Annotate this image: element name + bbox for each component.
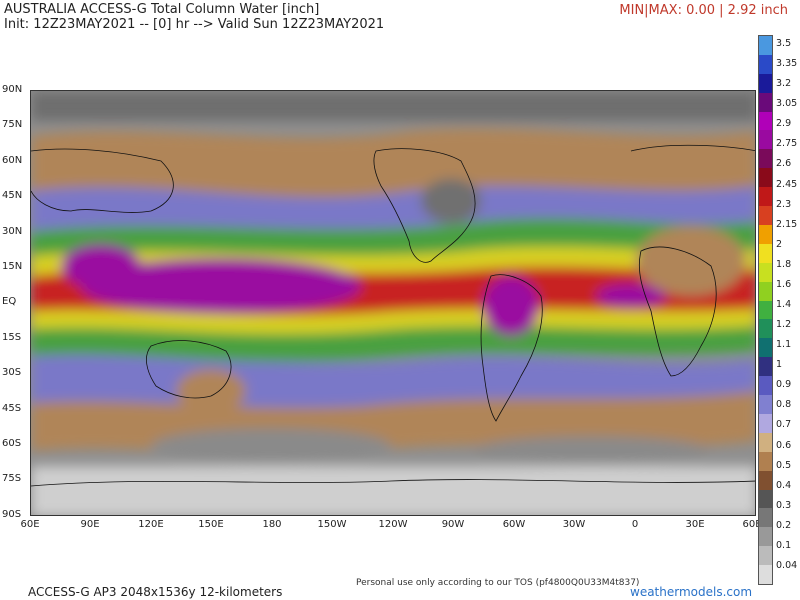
color-scale-segment [759, 413, 772, 434]
lon-label: 60W [502, 519, 526, 530]
tos-notice: Personal use only according to our TOS (… [356, 578, 640, 588]
lat-label: 60S [2, 438, 22, 449]
color-scale-segment [759, 92, 772, 113]
color-scale-segment [759, 300, 772, 320]
color-scale-segment [759, 546, 772, 566]
lon-label: 180 [262, 519, 282, 530]
color-scale-tick-label: 0.6 [776, 439, 792, 451]
lat-label: 15N [2, 261, 23, 272]
color-scale-tick-label: 1.2 [776, 319, 792, 331]
lat-label: 30N [2, 226, 23, 237]
color-scale-segment [759, 338, 772, 358]
color-scale-tick-label: 2.3 [776, 198, 792, 210]
color-scale-segment [759, 376, 772, 396]
color-scale-tick-label: 0.04 [776, 560, 798, 571]
site-link[interactable]: weathermodels.com [630, 585, 753, 599]
color-scale-tick-label: 2.45 [776, 178, 798, 190]
lon-label: 90W [441, 519, 465, 530]
color-scale-tick-label: 1.4 [776, 299, 792, 310]
color-scale-segment [759, 527, 772, 547]
lon-label: 30E [685, 519, 705, 530]
color-scale-tick-label: 1.8 [776, 258, 792, 270]
color-scale-segment [759, 432, 772, 453]
south-america-outline [480, 274, 543, 422]
lat-label: 45S [2, 403, 22, 414]
color-scale-segment [759, 508, 772, 528]
color-scale-tick-label: 2.9 [776, 118, 792, 130]
color-scale-segment [759, 357, 772, 377]
lon-label: 150E [198, 519, 224, 530]
lon-label: 30W [562, 519, 586, 530]
color-scale-tick-label: 0.2 [776, 519, 792, 531]
color-scale-segment [759, 224, 772, 245]
map-panel [30, 90, 756, 516]
lon-label: 60E [742, 519, 762, 530]
color-scale-tick-label: 3.5 [776, 38, 792, 49]
lat-label: 90N [2, 84, 23, 95]
color-scale-tick-label: 0.1 [776, 539, 792, 551]
color-scale-tick-label: 2.6 [776, 158, 792, 170]
continent-outlines [31, 144, 755, 487]
moisture-field [31, 91, 755, 515]
color-scale-segment [759, 451, 772, 472]
color-scale-segment [759, 73, 772, 94]
color-scale-tick-label: 1.1 [776, 339, 792, 351]
total-column-water-map [31, 91, 755, 515]
lon-label: 120E [138, 519, 164, 530]
lat-label: 60N [2, 155, 23, 166]
chart-title: AUSTRALIA ACCESS-G Total Column Water [i… [4, 2, 320, 17]
north-america-outline [373, 148, 476, 263]
color-scale-segment [759, 243, 772, 264]
lat-label: 75S [2, 473, 22, 484]
lat-label: 75N [2, 119, 23, 130]
lon-label: 90E [80, 519, 100, 530]
color-scale-segment [759, 489, 772, 509]
color-scale-tick-label: 3.2 [776, 78, 792, 90]
antarctica-outline [31, 479, 755, 487]
color-scale-tick-label: 3.35 [776, 58, 798, 70]
color-scale-tick-label: 2.15 [776, 218, 798, 230]
init-valid-line: Init: 12Z23MAY2021 -- [0] hr --> Valid S… [4, 17, 385, 32]
color-scale-segment [759, 395, 772, 415]
eurasia-outline [31, 144, 755, 213]
color-scale-tick-label: 2.75 [776, 138, 798, 150]
lat-label: 15S [2, 332, 22, 343]
color-scale-tick-label: 1.6 [776, 278, 792, 290]
min-max-readout: MIN|MAX: 0.00 | 2.92 inch [619, 3, 788, 18]
color-scale-tick-label: 0.8 [776, 399, 792, 411]
lat-label: EQ [2, 296, 17, 307]
color-scale-segment [759, 281, 772, 302]
lon-label: 120W [378, 519, 408, 530]
color-scale-segment [759, 206, 772, 226]
model-info: ACCESS-G AP3 2048x1536y 12-kilometers [28, 585, 283, 599]
lat-label: 90S [2, 509, 22, 520]
color-scale-bar [758, 35, 773, 585]
color-scale-segment [759, 262, 772, 283]
color-scale-segment [759, 54, 772, 75]
color-scale-tick-label: 0.3 [776, 499, 792, 511]
color-scale-segment [759, 187, 772, 207]
color-scale-segment [759, 111, 772, 131]
lat-label: 45N [2, 190, 23, 201]
color-scale-tick-label: 0.9 [776, 379, 792, 391]
color-scale-segment [759, 149, 772, 169]
color-scale-tick-label: 0.5 [776, 459, 792, 471]
color-scale-tick-label: 3.05 [776, 98, 798, 110]
lon-label: 0 [631, 519, 639, 530]
lon-label: 150W [317, 519, 347, 530]
lon-label: 60E [20, 519, 40, 530]
color-scale-segment [759, 168, 772, 188]
color-scale-tick-label: 2 [776, 238, 783, 250]
color-scale-segment [759, 36, 772, 56]
africa-outline [638, 246, 717, 377]
australia-outline [146, 340, 232, 399]
color-scale-tick-label: 0.7 [776, 419, 792, 431]
lat-label: 30S [2, 367, 22, 378]
color-scale-segment [759, 470, 772, 490]
color-scale-segment [759, 565, 772, 585]
color-scale-segment [759, 130, 772, 150]
color-scale-tick-label: 1 [776, 359, 783, 371]
color-scale-segment [759, 319, 772, 339]
color-scale-tick-label: 0.4 [776, 479, 792, 491]
